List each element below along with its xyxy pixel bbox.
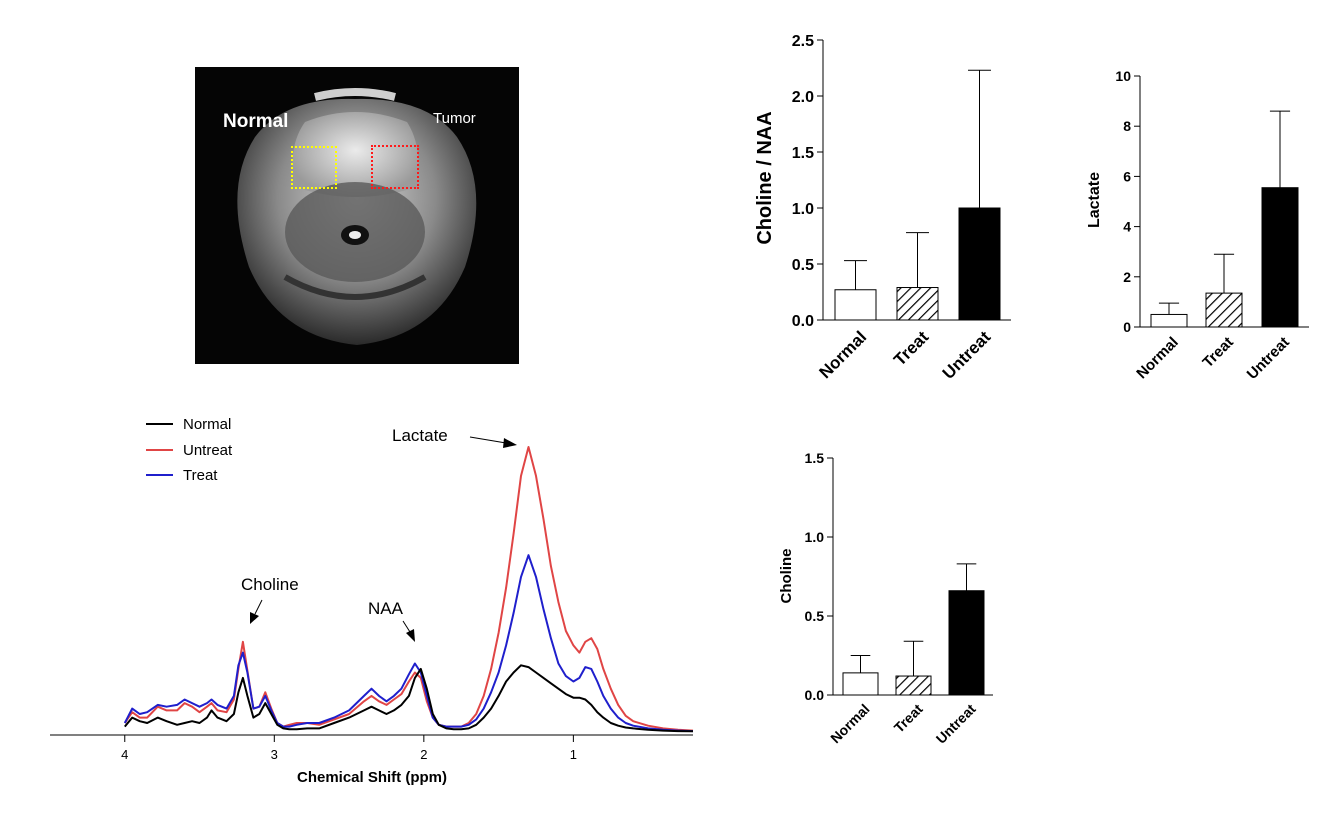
category-label-normal: Normal bbox=[827, 701, 872, 746]
bar-untreat bbox=[1261, 187, 1299, 328]
lactate-bar-chart: 0 2 4 6 8 10 Lactate Normal Treat Untreat bbox=[1086, 68, 1309, 383]
category-label-untreat: Untreat bbox=[1244, 334, 1293, 383]
category-label-normal: Normal bbox=[815, 327, 870, 382]
bar-untreat bbox=[948, 590, 985, 696]
annotation-naa: NAA bbox=[368, 599, 404, 618]
y-tick-label: 2.0 bbox=[792, 89, 814, 106]
y-tick-label: 1.0 bbox=[805, 529, 825, 545]
bar-treat bbox=[1205, 292, 1243, 328]
bar-treat bbox=[896, 287, 939, 321]
mri-brain-illustration bbox=[237, 88, 477, 346]
legend-label-treat: Treat bbox=[183, 467, 218, 484]
spectrum-x-tick-label: 1 bbox=[570, 747, 577, 762]
y-tick-label: 0 bbox=[1123, 319, 1131, 335]
category-label-untreat: Untreat bbox=[933, 701, 979, 747]
spectrum-x-tick-label: 2 bbox=[420, 747, 427, 762]
bar-normal bbox=[842, 672, 879, 696]
y-tick-label: 1.5 bbox=[805, 450, 825, 466]
tumor-roi-box bbox=[371, 145, 419, 189]
normal-roi-box bbox=[291, 146, 337, 189]
annotation-choline-arrow-head bbox=[250, 612, 259, 624]
mri-normal-label: Normal bbox=[223, 111, 289, 132]
bar-treat bbox=[895, 675, 932, 696]
spectrum-line-treat bbox=[123, 554, 694, 733]
y-axis-label: Choline bbox=[778, 549, 795, 604]
y-tick-label: 2 bbox=[1123, 269, 1131, 285]
category-label-normal: Normal bbox=[1133, 334, 1182, 383]
annotation-lactate: Lactate bbox=[392, 426, 448, 445]
annotation-naa-arrow-head bbox=[406, 629, 415, 642]
y-axis-label: Choline / NAA bbox=[754, 111, 776, 244]
spectrum-line-untreat bbox=[123, 446, 694, 732]
mri-tumor-label: Tumor bbox=[433, 110, 476, 127]
category-label-treat: Treat bbox=[891, 701, 926, 736]
annotation-choline-arrow-line bbox=[254, 599, 263, 615]
y-tick-label: 10 bbox=[1115, 68, 1131, 84]
legend-label-normal: Normal bbox=[183, 416, 231, 433]
bar-normal bbox=[1150, 313, 1188, 328]
annotation-choline: Choline bbox=[241, 575, 299, 594]
y-tick-label: 1.0 bbox=[792, 201, 814, 218]
spectrum-x-tick-label: 3 bbox=[271, 747, 278, 762]
y-axis-label: Lactate bbox=[1086, 172, 1103, 228]
annotation-lactate-arrow-head bbox=[503, 438, 517, 448]
legend-label-untreat: Untreat bbox=[183, 442, 233, 459]
y-tick-label: 6 bbox=[1123, 168, 1131, 184]
y-tick-label: 0.5 bbox=[805, 608, 825, 624]
spectrum-line-normal bbox=[124, 664, 694, 733]
bar-normal bbox=[834, 289, 877, 321]
annotation-naa-arrow-line bbox=[402, 620, 411, 633]
y-tick-label: 2.5 bbox=[792, 33, 814, 50]
spectrum-x-axis-label: Chemical Shift (ppm) bbox=[297, 769, 447, 786]
y-tick-label: 0.0 bbox=[805, 687, 825, 703]
y-tick-label: 0.0 bbox=[792, 313, 814, 330]
choline-naa-bar-chart: 0.0 0.5 1.0 1.5 2.0 2.5 Choline / NAA Normal Tre… bbox=[754, 33, 1011, 383]
spectrum-x-tick-label: 4 bbox=[121, 747, 128, 762]
category-label-treat: Treat bbox=[890, 327, 932, 369]
y-tick-label: 8 bbox=[1123, 118, 1131, 134]
mri-image: Normal Tumor bbox=[195, 67, 519, 364]
y-tick-label: 4 bbox=[1123, 219, 1131, 235]
category-label-treat: Treat bbox=[1199, 334, 1236, 371]
y-tick-label: 0.5 bbox=[792, 257, 814, 274]
y-tick-label: 1.5 bbox=[792, 145, 814, 162]
annotation-lactate-arrow-line bbox=[469, 436, 507, 444]
category-label-untreat: Untreat bbox=[939, 327, 995, 383]
bar-untreat bbox=[958, 207, 1001, 321]
spectrum-chart: 4 3 2 1 Chemical Shift (ppm) Normal Untreat Tre… bbox=[50, 416, 694, 786]
choline-bar-chart: 0.0 0.5 1.0 1.5 Choline Normal Treat Untreat bbox=[778, 450, 993, 747]
